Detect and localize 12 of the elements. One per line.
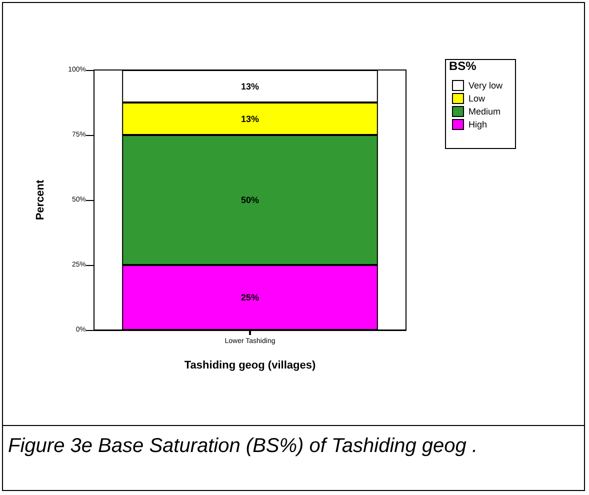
legend-label: Very low bbox=[468, 80, 504, 90]
legend-label: Low bbox=[468, 94, 486, 104]
caption: Figure 3e Base Saturation (BS%) of Tashiding geog . bbox=[2, 425, 585, 466]
legend-label: High bbox=[468, 120, 488, 130]
data-label: 25% bbox=[240, 292, 260, 302]
x-axis-title: Tashiding geog (villages) bbox=[184, 360, 316, 372]
legend-label: Medium bbox=[468, 106, 501, 116]
data-label: 13% bbox=[240, 81, 260, 92]
y-axis-title: Percent bbox=[34, 179, 46, 220]
data-label: 13% bbox=[240, 114, 260, 124]
data-label: 50% bbox=[240, 195, 260, 205]
legend-title: BS% bbox=[449, 59, 477, 73]
